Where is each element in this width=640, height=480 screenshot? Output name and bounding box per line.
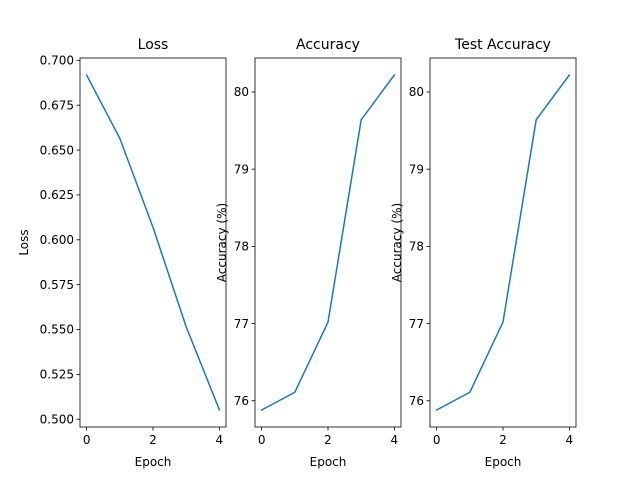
x-tick-label: 2 bbox=[324, 433, 332, 447]
y-tick-label: 0.550 bbox=[40, 323, 74, 337]
x-tick-label: 4 bbox=[216, 433, 224, 447]
y-tick-label: 77 bbox=[234, 317, 249, 331]
y-tick-label: 79 bbox=[409, 162, 424, 176]
y-tick-label: 0.575 bbox=[40, 278, 74, 292]
y-tick-label: 78 bbox=[409, 240, 424, 254]
y-tick-label: 79 bbox=[234, 162, 249, 176]
x-tick-label: 0 bbox=[433, 433, 441, 447]
y-axis-label: Accuracy (%) bbox=[215, 203, 229, 282]
y-tick-label: 76 bbox=[234, 394, 249, 408]
x-tick-label: 2 bbox=[149, 433, 157, 447]
y-tick-label: 0.700 bbox=[40, 54, 74, 68]
y-tick-label: 0.675 bbox=[40, 98, 74, 112]
y-tick-label: 80 bbox=[409, 85, 424, 99]
y-tick-label: 0.625 bbox=[40, 188, 74, 202]
y-axis-label: Loss bbox=[17, 229, 31, 255]
series-line bbox=[85, 74, 221, 411]
y-tick-label: 80 bbox=[234, 85, 249, 99]
x-tick-label: 0 bbox=[258, 433, 266, 447]
x-axis-label: Epoch bbox=[485, 455, 522, 469]
axes-frame bbox=[429, 57, 577, 428]
y-tick-label: 0.525 bbox=[40, 368, 74, 382]
x-tick-label: 4 bbox=[391, 433, 399, 447]
x-tick-label: 0 bbox=[83, 433, 91, 447]
chart-title: Accuracy bbox=[296, 37, 360, 53]
y-tick-label: 0.500 bbox=[40, 412, 74, 426]
y-axis-label: Accuracy (%) bbox=[390, 203, 404, 282]
x-axis-label: Epoch bbox=[310, 455, 347, 469]
chart-panel-2: 0 2 4 76 77 78 79 80 Accuracy Epoch Accuracy (%) bbox=[215, 37, 402, 469]
chart-panel-1: 0 2 4 0.500 0.525 0.550 0.575 0.600 0.625 0.650 0.… bbox=[17, 37, 227, 469]
y-tick-label: 0.650 bbox=[40, 143, 74, 157]
chart-title: Loss bbox=[138, 37, 169, 53]
series-line bbox=[260, 73, 396, 412]
x-tick-label: 4 bbox=[566, 433, 574, 447]
chart-title: Test Accuracy bbox=[454, 37, 551, 53]
y-tick-label: 76 bbox=[409, 394, 424, 408]
axes-frame bbox=[254, 57, 402, 428]
x-axis-label: Epoch bbox=[135, 455, 172, 469]
series-line bbox=[435, 73, 571, 412]
y-tick-label: 0.600 bbox=[40, 233, 74, 247]
chart-panel-3: 0 2 4 76 77 78 79 80 Test Accuracy Epoch Accuracy … bbox=[390, 37, 577, 469]
y-tick-label: 77 bbox=[409, 317, 424, 331]
x-tick-label: 2 bbox=[499, 433, 507, 447]
y-tick-label: 78 bbox=[234, 240, 249, 254]
